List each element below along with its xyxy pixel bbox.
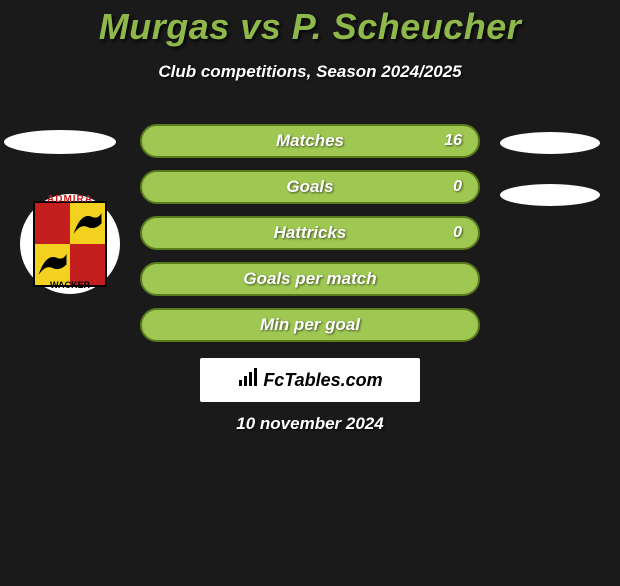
stat-row-goals-per-match: Goals per match [140,262,480,296]
bar-label: Matches [140,124,480,158]
player-left-ellipse [4,130,116,154]
branding-text: FcTables.com [263,370,382,391]
player-right-ellipse-1 [500,132,600,154]
date: 10 november 2024 [0,414,620,434]
bars-icon [237,368,259,393]
badge-quadrant [35,203,70,244]
stat-row-min-per-goal: Min per goal [140,308,480,342]
stat-row-matches: Matches 16 [140,124,480,158]
subtitle: Club competitions, Season 2024/2025 [0,62,620,82]
club-badge: ADMIRA WACKER [20,184,120,304]
page-title: Murgas vs P. Scheucher [0,6,620,48]
bar-label: Min per goal [140,308,480,342]
badge-quadrant [70,203,105,244]
stat-row-goals: Goals 0 [140,170,480,204]
badge-quadrant [35,244,70,285]
stats-bars: Matches 16 Goals 0 Hattricks 0 Goals per… [140,124,480,354]
stat-row-hattricks: Hattricks 0 [140,216,480,250]
player-right-ellipse-2 [500,184,600,206]
bar-value: 0 [453,170,462,204]
branding: FcTables.com [200,358,420,402]
badge-bottom-text: WACKER [50,280,90,290]
bar-label: Goals per match [140,262,480,296]
bar-label: Hattricks [140,216,480,250]
bar-value: 16 [444,124,462,158]
bar-label: Goals [140,170,480,204]
bar-value: 0 [453,216,462,250]
badge-quadrant [70,244,105,285]
